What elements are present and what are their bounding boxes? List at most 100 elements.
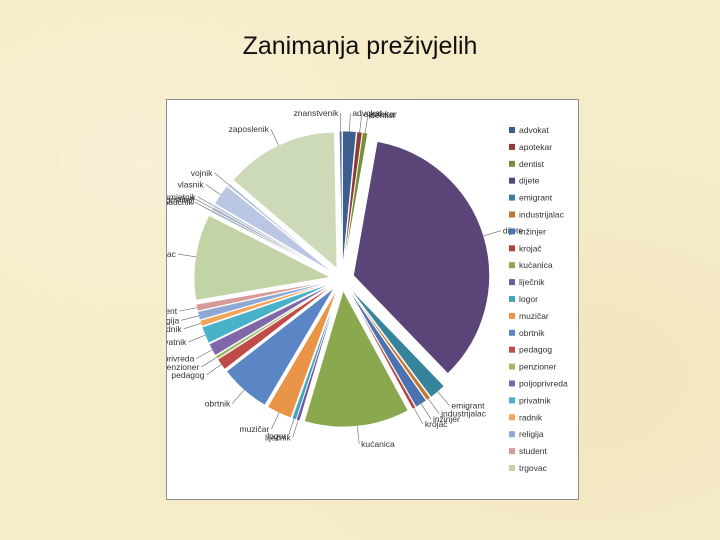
legend-label-industrijalac: industrijalac — [519, 210, 565, 220]
slice-label-poljoprivreda: poljoprivreda — [167, 354, 195, 364]
leader-line-student — [179, 307, 197, 312]
slice-label-apotekar: apotekar — [364, 109, 397, 119]
leader-line-zaposlenik — [270, 128, 279, 146]
slice-dijete — [353, 141, 490, 374]
leader-line-inzinjer — [421, 403, 432, 420]
slice-apotekar — [343, 131, 363, 268]
slice-label-umjetnik: umjetnik — [167, 192, 197, 202]
leader-line-vojnik — [214, 172, 229, 185]
chart-legend: advokat apotekar dentist dijete emigrant indu… — [509, 125, 568, 473]
legend-swatch-pedagog — [509, 346, 515, 353]
leader-line-dentist — [364, 114, 369, 133]
slice-label-religija: religija — [167, 315, 179, 325]
slice-label-emigrant: emigrant — [451, 401, 485, 411]
slice-obrtnik — [226, 287, 335, 406]
legend-label-kucanica: kućanica — [519, 260, 553, 270]
legend-swatch-emigrant — [509, 194, 515, 201]
legend-label-penzioner: penzioner — [519, 362, 557, 372]
slice-label-radnik: radnik — [167, 324, 182, 334]
slice-label-vojnik: vojnik — [191, 168, 213, 178]
leader-line-lijecnik — [292, 420, 299, 438]
slice-label-advokat: advokat — [352, 108, 382, 118]
slice-vojnik — [227, 182, 333, 272]
slice-label-ugostitelj: ugostitelj — [167, 194, 194, 204]
leader-line-advokat — [349, 113, 351, 132]
leader-line-radnik — [183, 323, 201, 330]
legend-label-lijecnik: liječnik — [519, 277, 545, 287]
legend-label-advokat: advokat — [519, 125, 549, 135]
leader-line-umjetnik — [197, 196, 214, 206]
leader-line-religija — [181, 315, 199, 321]
slice-lijecnik — [296, 290, 339, 422]
legend-swatch-krojac — [509, 245, 515, 252]
slice-advokat — [342, 130, 357, 268]
legend-label-emigrant: emigrant — [519, 193, 553, 203]
legend-swatch-industrijalac — [509, 211, 515, 218]
legend-label-inzinjer: inžinjer — [519, 226, 546, 236]
leader-line-vlasnik — [205, 184, 221, 195]
slice-emigrant — [349, 287, 445, 398]
slice-label-naucnik: naučnik — [167, 197, 194, 207]
leader-line-naucnik — [194, 201, 211, 211]
legend-swatch-muzicar — [509, 312, 515, 319]
pie-labels: advokatapotekardentistdijeteemigrantindu… — [167, 108, 523, 449]
slide-title: Zanimanja preživjelih — [242, 32, 478, 60]
leader-line-privatnik — [188, 334, 206, 343]
slice-vlasnik — [214, 185, 333, 273]
legend-swatch-logor — [509, 296, 515, 302]
legend-label-trgovac: trgovac — [519, 463, 548, 473]
leader-line-poljoprivreda — [196, 349, 213, 359]
pie-chart: advokatapotekardentistdijeteemigrantindu… — [166, 99, 579, 500]
legend-label-dentist: dentist — [519, 159, 545, 169]
slice-label-trgovac: trgovac — [167, 249, 177, 259]
leader-line-penzioner — [201, 357, 217, 368]
slice-label-industrijalac: industrijalac — [441, 409, 487, 419]
legend-swatch-dentist — [509, 160, 515, 167]
legend-swatch-trgovac — [509, 465, 515, 471]
slice-dentist — [343, 132, 369, 268]
legend-swatch-privatnik — [509, 397, 515, 404]
slice-label-krojac: krojač — [425, 419, 448, 429]
slice-pedagog — [217, 285, 333, 370]
slice-kucanica — [304, 290, 409, 428]
legend-swatch-religija — [509, 431, 515, 438]
legend-swatch-poljoprivreda — [509, 380, 515, 387]
slice-label-pedagog: pedagog — [171, 370, 204, 380]
pie-slices — [193, 130, 490, 428]
leader-line-trgovac — [177, 253, 196, 258]
slice-label-kucanica: kućanica — [361, 439, 395, 449]
legend-swatch-student — [509, 448, 515, 455]
legend-label-privatnik: privatnik — [519, 395, 551, 405]
slice-label-logor: logor — [267, 431, 286, 441]
slice-label-lijecnik: liječnik — [265, 433, 291, 443]
legend-swatch-penzioner — [509, 363, 515, 370]
legend-label-student: student — [519, 446, 548, 456]
leader-line-emigrant — [437, 391, 450, 406]
chart-canvas: advokatapotekardentistdijeteemigrantindu… — [167, 108, 568, 473]
legend-label-apotekar: apotekar — [519, 142, 552, 152]
legend-label-pedagog: pedagog — [519, 345, 552, 355]
legend-swatch-advokat — [509, 127, 515, 133]
legend-swatch-obrtnik — [509, 329, 515, 336]
slice-label-dentist: dentist — [370, 110, 396, 120]
leader-line-kucanica — [357, 426, 360, 445]
slice-label-penzioner: penzioner — [167, 362, 199, 372]
slice-label-obrtnik: obrtnik — [205, 399, 231, 409]
legend-swatch-apotekar — [509, 143, 515, 150]
legend-label-dijete: dijete — [519, 176, 540, 186]
slice-label-muzicar: muzičar — [240, 424, 270, 434]
legend-label-religija: religija — [519, 429, 544, 439]
legend-swatch-dijete — [509, 177, 515, 184]
legend-label-obrtnik: obrtnik — [519, 328, 545, 338]
leader-line-apotekar — [359, 114, 363, 133]
legend-swatch-radnik — [509, 414, 515, 421]
leader-line-muzicar — [271, 412, 280, 430]
slice-krojac — [347, 289, 417, 410]
slice-zaposlenik — [232, 131, 338, 269]
legend-label-krojac: krojač — [519, 243, 542, 253]
legend-swatch-kucanica — [509, 262, 515, 269]
slice-label-vlasnik: vlasnik — [178, 179, 205, 189]
legend-label-logor: logor — [519, 294, 538, 304]
slice-label-zaposlenik: zaposlenik — [229, 124, 270, 134]
leader-line-ugostitelj — [196, 199, 213, 209]
